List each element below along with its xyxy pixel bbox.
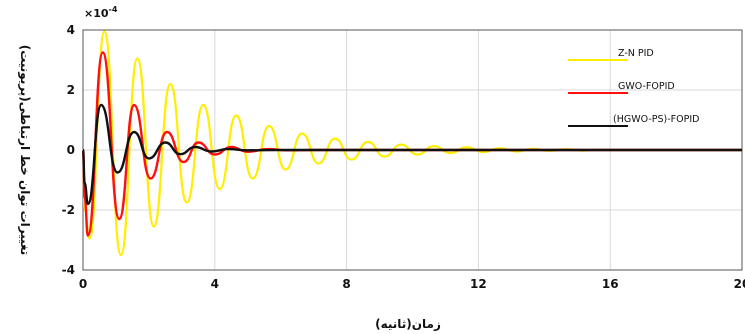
legend: Z-N PID GWO-FOPID (HGWO-PS)-FOPID [568, 48, 699, 127]
x-tick-label: 12 [470, 277, 487, 291]
series-line-hgwo-ps-fopid [81, 103, 742, 206]
y-tick-label: -4 [62, 263, 75, 277]
legend-label-gwo-fopid: GWO-FOPID [618, 81, 675, 92]
series-line-z-n-pid [81, 30, 742, 257]
y-tick-labels: 4 2 0 -2 -4 [62, 23, 75, 277]
y-axis-label: تغییرات توان خط ارتباطی(پریونیت) [17, 45, 32, 256]
x-tick-labels: 0 4 8 12 16 20 [79, 277, 745, 291]
x-tick-label: 4 [211, 277, 219, 291]
x-axis-label: زمان(ثانیه) [375, 317, 441, 331]
y-tick-label: 4 [67, 23, 75, 37]
y-tick-label: -2 [62, 203, 75, 217]
legend-label-z-n-pid: Z-N PID [618, 48, 654, 59]
y-tick-label: 2 [67, 83, 75, 97]
series-group [81, 30, 742, 257]
series-line-gwo-fopid [81, 51, 742, 237]
x-tick-label: 8 [342, 277, 350, 291]
x-tick-label: 0 [79, 277, 87, 291]
legend-label-hgwo-ps-fopid: (HGWO-PS)-FOPID [613, 114, 699, 125]
y-tick-label: 0 [67, 143, 75, 157]
y-multiplier: ×10-4 [84, 5, 118, 20]
x-tick-label: 20 [734, 277, 745, 291]
x-tick-label: 16 [602, 277, 619, 291]
